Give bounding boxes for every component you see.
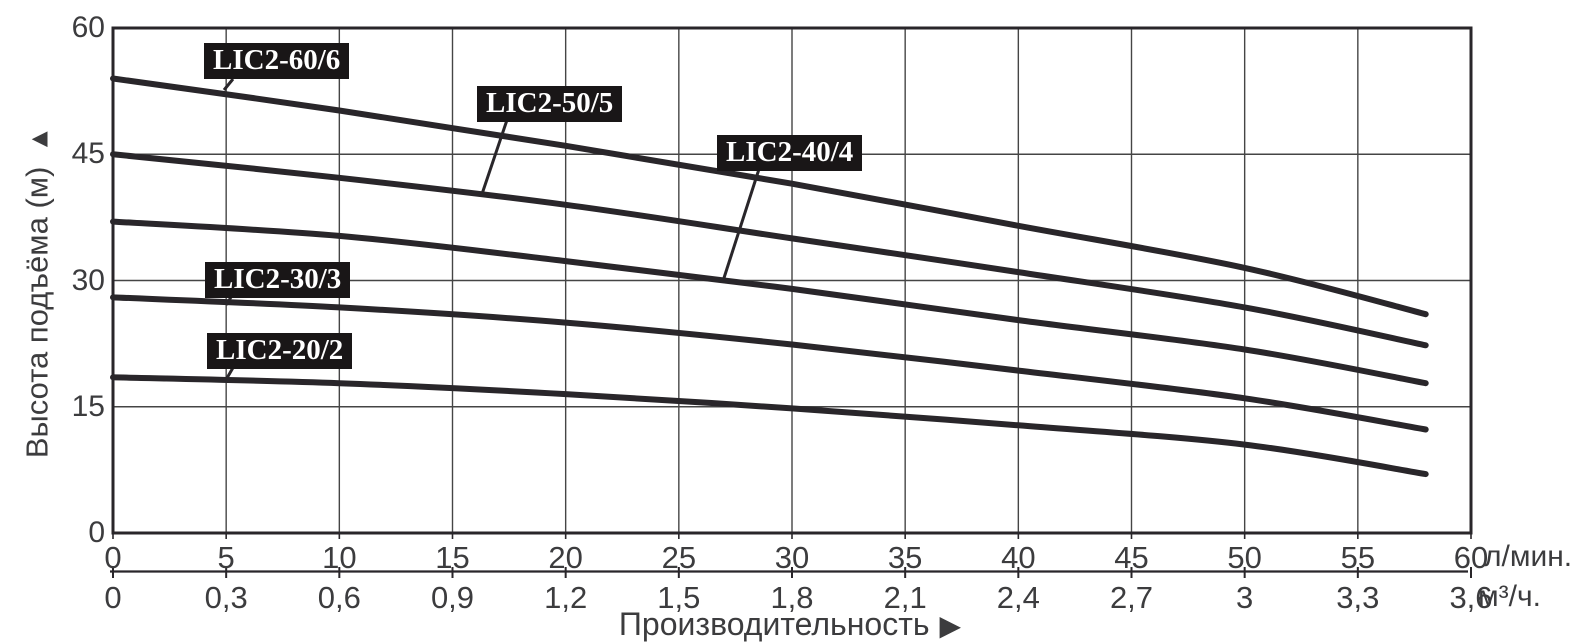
x-tick-label-lpm: 20 <box>548 540 583 575</box>
axis-lines <box>110 26 1473 578</box>
leader-line <box>721 165 762 282</box>
curve-label-lic2-30/3: LIC2-30/3 <box>205 262 351 298</box>
up-arrow-icon: ▲ <box>23 125 54 153</box>
x-axis-title: Производительность ▶ <box>619 608 961 640</box>
x-tick-label-lpm: 10 <box>322 540 357 575</box>
x-tick-label-m3h: 0 <box>104 580 122 615</box>
pump-curve-lic2-60/6 <box>110 75 1429 318</box>
pump-curve-lic2-40/4 <box>110 218 1429 387</box>
x-tick-label-lpm: 5 <box>217 540 235 575</box>
y-tick-label: 45 <box>71 137 105 171</box>
curve-label-lic2-40/4: LIC2-40/4 <box>717 135 863 171</box>
x-tick-label-m3h: 0,6 <box>317 580 361 615</box>
leader-line <box>480 116 510 195</box>
x-tick-label-m3h: 2,1 <box>883 580 927 615</box>
x-tick-label-lpm: 45 <box>1114 540 1149 575</box>
curve-label-lic2-20/2: LIC2-20/2 <box>207 333 353 369</box>
pump-curve-lic2-50/5 <box>110 151 1429 349</box>
x-tick-label-m3h: 2,4 <box>996 580 1040 615</box>
x-tick-label-m3h: 0,3 <box>204 580 248 615</box>
pump-curve-lic2-30/3 <box>110 294 1429 433</box>
y-tick-label: 60 <box>71 11 105 44</box>
y-axis-title: Высота подъёма (м) ▲ <box>19 125 55 459</box>
x-tick-label-lpm: 25 <box>661 540 697 575</box>
x-unit-m3h: м³/ч. <box>1478 580 1541 613</box>
x-tick-label-lpm: 50 <box>1227 540 1262 575</box>
y-tick-label: 0 <box>88 516 105 549</box>
curve-label-lic2-50/5: LIC2-50/5 <box>477 86 623 122</box>
x-tick-label-lpm: 15 <box>435 540 470 575</box>
x-tick-label-m3h: 1,2 <box>544 580 588 615</box>
x-axis-title-text: Производительность <box>618 606 930 642</box>
y-tick-label: 30 <box>71 263 105 297</box>
leader-line <box>222 78 235 91</box>
x-tick-label-m3h: 0,9 <box>430 580 475 615</box>
x-tick-label-lpm: 35 <box>887 540 923 575</box>
x-tick-label-lpm: 60 <box>1453 540 1489 575</box>
x-tick-label-m3h: 3 <box>1236 580 1254 615</box>
x-unit-lpm: л/мин. <box>1484 540 1573 573</box>
right-arrow-icon: ▶ <box>939 610 962 641</box>
y-axis-title-text: Высота подъёма (м) <box>19 166 55 459</box>
pump-curve-lic2-20/2 <box>110 374 1429 478</box>
x-tick-label-m3h: 1,5 <box>657 580 701 615</box>
curve-label-lic2-60/6: LIC2-60/6 <box>204 43 350 79</box>
x-tick-label-lpm: 55 <box>1340 540 1376 575</box>
pump-curves <box>110 75 1429 478</box>
x-tick-label-lpm: 30 <box>774 540 810 575</box>
y-tick-label: 15 <box>71 389 105 423</box>
x-tick-label-m3h: 2,7 <box>1109 580 1154 615</box>
x-tick-label-lpm: 40 <box>1001 540 1036 575</box>
x-tick-label-m3h: 3,3 <box>1336 580 1380 615</box>
x-tick-label-m3h: 1,8 <box>770 580 814 615</box>
x-tick-label-lpm: 0 <box>104 540 122 575</box>
x-tick-label-m3h: 3,6 <box>1449 580 1493 615</box>
